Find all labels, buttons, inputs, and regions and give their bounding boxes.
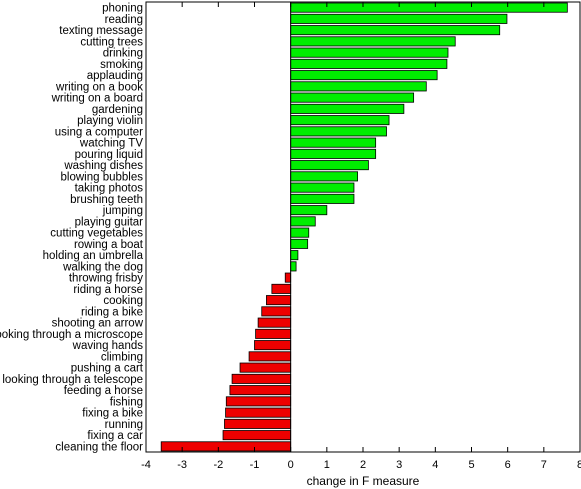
bar xyxy=(290,238,309,249)
category-label: writing on a book xyxy=(55,81,143,93)
category-label: cutting trees xyxy=(80,36,143,48)
bar xyxy=(290,160,369,171)
category-label: riding a horse xyxy=(73,284,143,296)
bar xyxy=(290,103,405,114)
category-label: throwing frisby xyxy=(69,273,143,285)
category-label: climbing xyxy=(101,351,143,363)
category-label: drinking xyxy=(103,48,143,60)
plot-frame xyxy=(145,1,581,453)
x-tick-label: 0 xyxy=(288,459,294,471)
bar xyxy=(290,92,415,103)
x-ticks: -4 -3 -2 -1 0 1 2 3 4 5 6 7 8 xyxy=(141,2,581,471)
bar xyxy=(255,328,292,339)
bar xyxy=(231,373,292,384)
category-label: texting message xyxy=(59,25,143,37)
category-label: holding an umbrella xyxy=(43,250,144,262)
category-label: gardening xyxy=(92,104,143,116)
bar xyxy=(248,351,292,362)
x-axis-title: change in F measure xyxy=(307,474,420,488)
category-label: running xyxy=(105,419,143,431)
category-label: writing on a board xyxy=(51,93,143,105)
category-label: waving hands xyxy=(72,340,144,352)
category-label: cutting vegetables xyxy=(50,228,143,240)
bar xyxy=(224,418,292,429)
category-label: fixing a bike xyxy=(82,408,143,420)
category-label: feeding a horse xyxy=(64,385,143,397)
category-label: playing guitar xyxy=(75,216,144,228)
bar xyxy=(290,81,427,92)
category-label: fishing xyxy=(110,396,143,408)
bar xyxy=(290,126,387,137)
bar xyxy=(290,227,310,238)
x-tick-label: 5 xyxy=(468,459,474,471)
bar xyxy=(290,13,508,24)
category-label: riding a bike xyxy=(81,306,143,318)
bar xyxy=(290,58,448,69)
bar xyxy=(290,115,390,126)
bar xyxy=(290,25,501,36)
category-label: watching TV xyxy=(79,138,143,150)
bar xyxy=(290,47,449,58)
bar xyxy=(290,36,456,47)
category-label: jumping xyxy=(102,205,143,217)
bar xyxy=(271,283,292,294)
bars-group xyxy=(160,2,568,452)
bar xyxy=(160,441,292,452)
bar xyxy=(290,182,355,193)
category-label: fixing a car xyxy=(87,430,143,442)
bar xyxy=(254,340,292,351)
x-tick-label: 4 xyxy=(432,459,438,471)
bar xyxy=(290,193,355,204)
category-label: phoning xyxy=(102,3,143,15)
category-label: rowing a boat xyxy=(74,239,144,251)
x-tick-label: -3 xyxy=(177,459,187,471)
bar xyxy=(290,171,358,182)
x-tick-label: 7 xyxy=(541,459,547,471)
bar xyxy=(290,137,377,148)
x-tick-label: -1 xyxy=(250,459,260,471)
category-label: taking photos xyxy=(75,183,144,195)
bar xyxy=(239,362,292,373)
x-tick-label: 3 xyxy=(396,459,402,471)
bar xyxy=(290,205,328,216)
category-label: smoking xyxy=(100,59,143,71)
bar xyxy=(284,272,292,283)
bar xyxy=(266,295,292,306)
category-label: brushing teeth xyxy=(70,194,143,206)
x-tick-label: -2 xyxy=(213,459,223,471)
bar xyxy=(229,385,292,396)
category-label: using a computer xyxy=(55,126,143,138)
bar xyxy=(225,396,292,407)
category-label: looking through a microscope xyxy=(0,329,143,341)
x-tick-label: 1 xyxy=(324,459,330,471)
x-tick-label: 2 xyxy=(360,459,366,471)
bar xyxy=(257,317,292,328)
category-label: washing dishes xyxy=(63,160,143,172)
category-label: cooking xyxy=(103,295,143,307)
category-label: blowing bubbles xyxy=(61,171,144,183)
bar xyxy=(225,407,292,418)
x-tick-label: 6 xyxy=(505,459,511,471)
category-label: playing violin xyxy=(77,115,143,127)
category-label: reading xyxy=(105,14,143,26)
category-label: pushing a cart xyxy=(71,363,144,375)
bar xyxy=(290,148,377,159)
category-label: applauding xyxy=(87,70,143,82)
x-tick-label: 8 xyxy=(577,459,581,471)
bar xyxy=(290,261,297,272)
bar xyxy=(290,70,438,81)
bar xyxy=(290,216,316,227)
category-label: shooting an arrow xyxy=(52,318,144,330)
x-tick-label: -4 xyxy=(141,459,151,471)
category-label: looking through a telescope xyxy=(2,374,143,386)
category-label: cleaning the floor xyxy=(55,441,143,453)
bar xyxy=(261,306,292,317)
bar xyxy=(290,2,568,13)
category-label: pouring liquid xyxy=(75,149,143,161)
bar xyxy=(222,430,292,441)
bar xyxy=(290,250,299,261)
category-label: walking the dog xyxy=(62,261,143,273)
